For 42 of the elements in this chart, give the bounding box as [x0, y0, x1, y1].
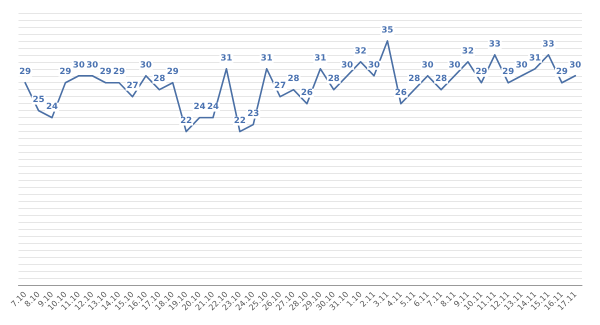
data-label: 29	[166, 67, 179, 78]
data-label: 31	[529, 53, 542, 64]
data-label: 30	[422, 60, 434, 70]
data-label: 33	[488, 39, 501, 50]
data-label: 29	[113, 67, 126, 78]
data-label: 24	[46, 102, 58, 112]
data-label: 27	[274, 81, 286, 92]
data-label: 26	[301, 88, 313, 98]
data-label: 27	[126, 81, 138, 92]
data-label: 29	[475, 67, 488, 78]
data-label: 30	[448, 60, 461, 70]
data-label: 28	[408, 74, 420, 84]
data-label: 30	[341, 60, 354, 70]
data-label: 29	[59, 67, 72, 78]
data-label: 31	[314, 53, 326, 64]
data-label: 24	[207, 102, 219, 112]
data-label: 30	[516, 60, 528, 70]
data-label: 30	[569, 60, 582, 70]
data-label: 30	[140, 60, 152, 70]
data-label: 22	[234, 116, 246, 126]
data-label: 33	[542, 39, 554, 50]
data-label: 25	[32, 95, 45, 106]
data-label: 30	[86, 60, 98, 70]
data-label: 26	[394, 88, 407, 98]
data-label: 32	[462, 46, 474, 56]
data-label: 22	[180, 116, 192, 126]
data-label: 24	[194, 102, 206, 112]
data-label: 31	[220, 53, 232, 64]
data-label: 28	[328, 74, 340, 84]
data-label: 30	[72, 60, 85, 70]
data-label: 29	[502, 67, 514, 78]
data-label: 29	[556, 67, 568, 78]
data-label: 23	[247, 109, 260, 120]
data-label: 35	[382, 25, 394, 36]
data-label: 28	[288, 74, 300, 84]
data-label: 29	[100, 67, 112, 78]
data-label: 31	[260, 53, 273, 64]
data-label: 28	[153, 74, 166, 84]
data-label: 30	[368, 60, 380, 70]
data-label: 29	[19, 67, 32, 78]
data-label: 28	[435, 74, 448, 84]
data-label: 32	[354, 46, 367, 56]
